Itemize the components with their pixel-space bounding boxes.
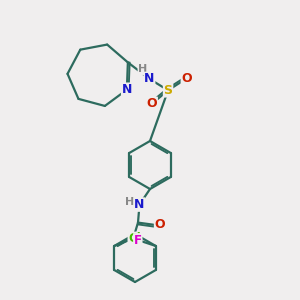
Text: N: N	[144, 72, 155, 86]
Text: O: O	[182, 72, 192, 85]
Text: O: O	[154, 218, 165, 232]
Text: N: N	[134, 198, 145, 211]
Text: H: H	[125, 196, 134, 207]
Text: N: N	[122, 83, 132, 96]
Text: H: H	[138, 64, 148, 74]
Text: O: O	[147, 97, 157, 110]
Text: Cl: Cl	[128, 232, 141, 245]
Text: F: F	[134, 234, 142, 247]
Text: S: S	[164, 84, 172, 97]
